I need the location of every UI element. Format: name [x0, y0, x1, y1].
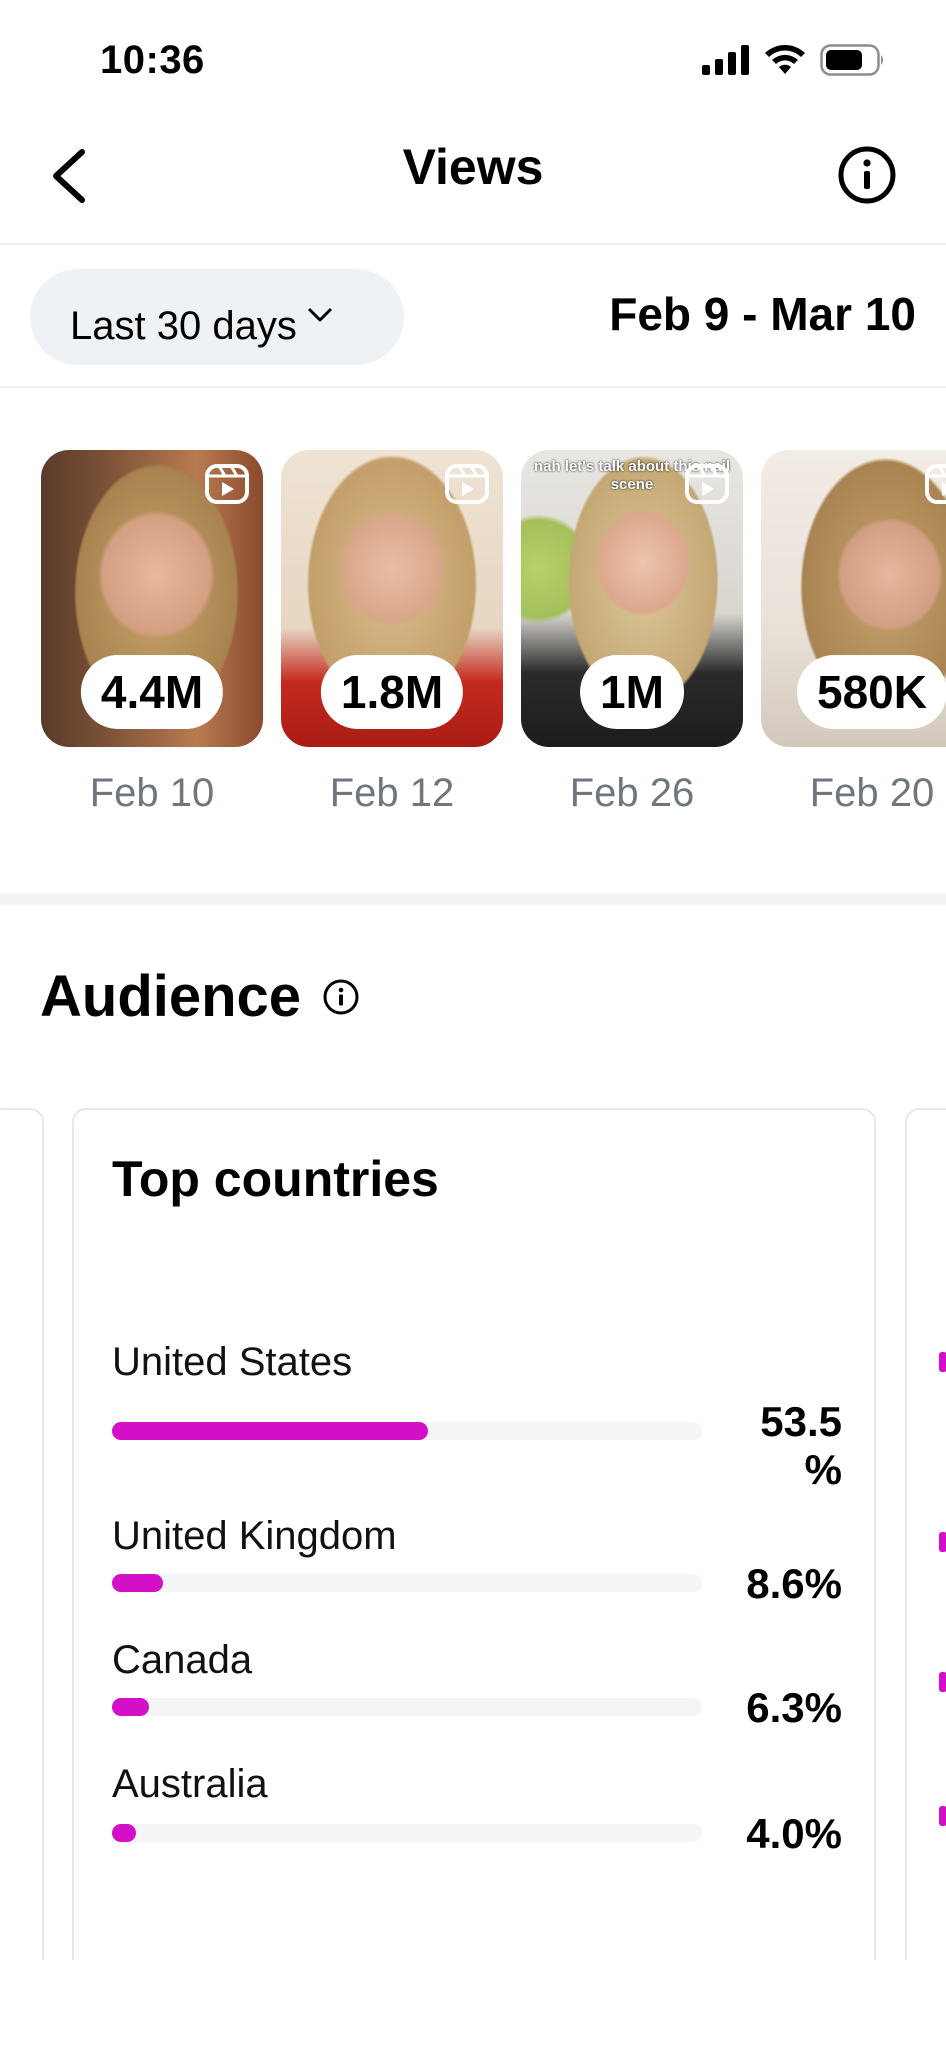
reel-thumbnail[interactable]: 4.4M: [41, 450, 263, 747]
reel-date: Feb 10: [89, 771, 215, 815]
peek-mark: [939, 1532, 946, 1552]
reel-card[interactable]: 4.4M Feb 10: [41, 450, 263, 816]
reel-thumbnail[interactable]: nah let's talk about this nail scene 1M: [521, 450, 743, 747]
peek-mark: [939, 1352, 946, 1372]
reel-thumbnail[interactable]: 1.8M: [281, 450, 503, 747]
country-bar-track: [112, 1698, 702, 1716]
country-row: Australia 4.0%: [112, 1762, 842, 1882]
peek-mark: [939, 1806, 946, 1826]
reel-views-badge: 580K: [797, 655, 946, 729]
bottom-area: [0, 1960, 946, 2047]
top-reels-carousel[interactable]: 4.4M Feb 10 1.8M Feb 12 nah let's talk a…: [0, 388, 946, 893]
date-range-dropdown-label: Last 30 days: [70, 303, 297, 348]
country-bar-fill: [112, 1574, 163, 1592]
reel-views-badge: 1.8M: [320, 655, 464, 729]
reel-caption: nah let's talk about this nail scene: [533, 458, 731, 493]
chevron-down-icon: [308, 308, 332, 322]
filter-row: Last 30 days Feb 9 - Mar 10: [0, 245, 946, 388]
info-icon: [838, 146, 896, 204]
info-icon[interactable]: [321, 977, 361, 1017]
battery-icon: [820, 44, 883, 76]
country-bar-fill: [112, 1824, 136, 1842]
reel-date: Feb 12: [329, 771, 455, 815]
country-percent: 8.6%: [746, 1560, 842, 1607]
status-time: 10:36: [100, 38, 205, 82]
section-divider: [0, 893, 946, 905]
status-icons: [702, 44, 886, 76]
nav-bar: [0, 110, 946, 245]
reel-views-badge: 1M: [580, 655, 684, 729]
country-bar-track: [112, 1824, 702, 1842]
back-button[interactable]: [44, 140, 104, 210]
card-title: Top countries: [112, 1151, 439, 1207]
country-name: United States: [112, 1340, 353, 1384]
chevron-left-icon: [53, 149, 85, 203]
country-row: United States 53.5 %: [112, 1340, 842, 1493]
country-percent: 6.3%: [746, 1684, 842, 1731]
country-bar-fill: [112, 1422, 428, 1440]
country-percent: 4.0%: [746, 1810, 842, 1857]
peek-mark: [939, 1672, 946, 1692]
reel-views-badge: 4.4M: [80, 655, 224, 729]
reel-card[interactable]: nah let's talk about this nail scene 1M …: [521, 450, 743, 816]
date-range-text: Feb 9 - Mar 10: [609, 288, 916, 340]
country-name: Canada: [112, 1638, 253, 1682]
audience-section-title: Audience: [40, 963, 361, 1030]
country-bar-track: [112, 1422, 702, 1440]
reel-card[interactable]: 1.8M Feb 12: [281, 450, 503, 816]
reel-thumbnail[interactable]: 580K: [761, 450, 946, 747]
page-title: Views: [402, 139, 544, 195]
info-button[interactable]: [832, 140, 902, 210]
country-bar-fill: [112, 1698, 150, 1716]
next-audience-card[interactable]: [905, 1108, 946, 2008]
country-percent: 53.5 %: [760, 1398, 842, 1493]
status-bar: 10:36: [0, 0, 946, 110]
country-row: Canada 6.3%: [112, 1638, 842, 1758]
country-name: United Kingdom: [112, 1514, 397, 1558]
wifi-icon: [765, 45, 805, 74]
reels-icon: [205, 464, 249, 504]
country-name: Australia: [112, 1762, 268, 1806]
date-range-dropdown[interactable]: Last 30 days: [30, 269, 404, 365]
reel-date: Feb 20: [809, 771, 935, 815]
reel-card[interactable]: 580K Feb 20: [761, 450, 946, 816]
top-countries-card: Top countries United States 53.5 % Unite…: [72, 1108, 876, 2008]
audience-title-text: Audience: [40, 964, 302, 1029]
reels-icon: [445, 464, 489, 504]
country-bar-track: [112, 1574, 702, 1592]
reels-icon: [685, 464, 729, 504]
cellular-signal-icon: [702, 45, 749, 75]
country-row: United Kingdom 8.6%: [112, 1514, 842, 1634]
previous-audience-card[interactable]: [0, 1108, 44, 2008]
reels-icon: [925, 464, 946, 504]
reel-date: Feb 26: [569, 771, 695, 815]
